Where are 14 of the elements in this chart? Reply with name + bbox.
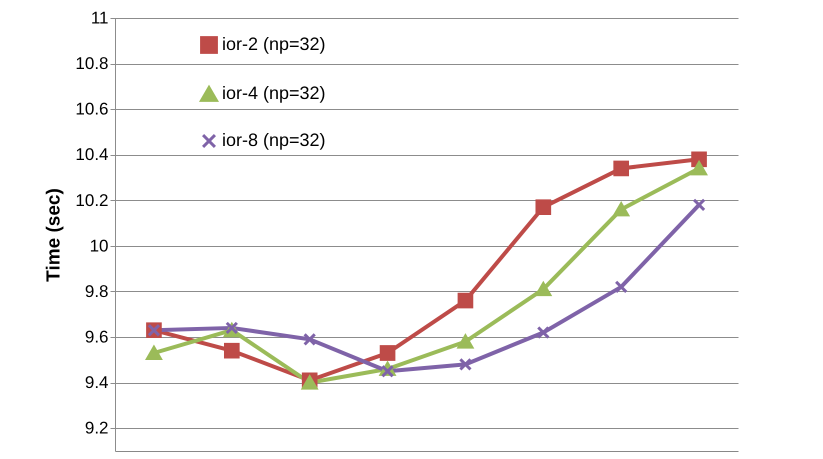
y-tick-label: 10.6: [75, 100, 108, 119]
y-tick-label: 10: [90, 236, 108, 256]
y-tick-label: 9.8: [84, 282, 108, 301]
y-tick-label: 10.8: [75, 54, 108, 74]
y-tick-label: 9.4: [84, 373, 108, 392]
y-tick-label: 9.2: [84, 418, 108, 438]
y-tick-label: 11: [90, 8, 108, 28]
y-tick-label: 10.4: [75, 145, 108, 164]
y-axis-title: Time (sec): [43, 188, 64, 282]
legend-label: ior-2 (np=32): [222, 34, 326, 54]
y-tick-label: 10.2: [75, 190, 108, 210]
y-tick-label: 9.6: [84, 328, 108, 347]
legend-label: ior-4 (np=32): [222, 83, 326, 103]
legend-label: ior-8 (np=32): [222, 130, 326, 150]
